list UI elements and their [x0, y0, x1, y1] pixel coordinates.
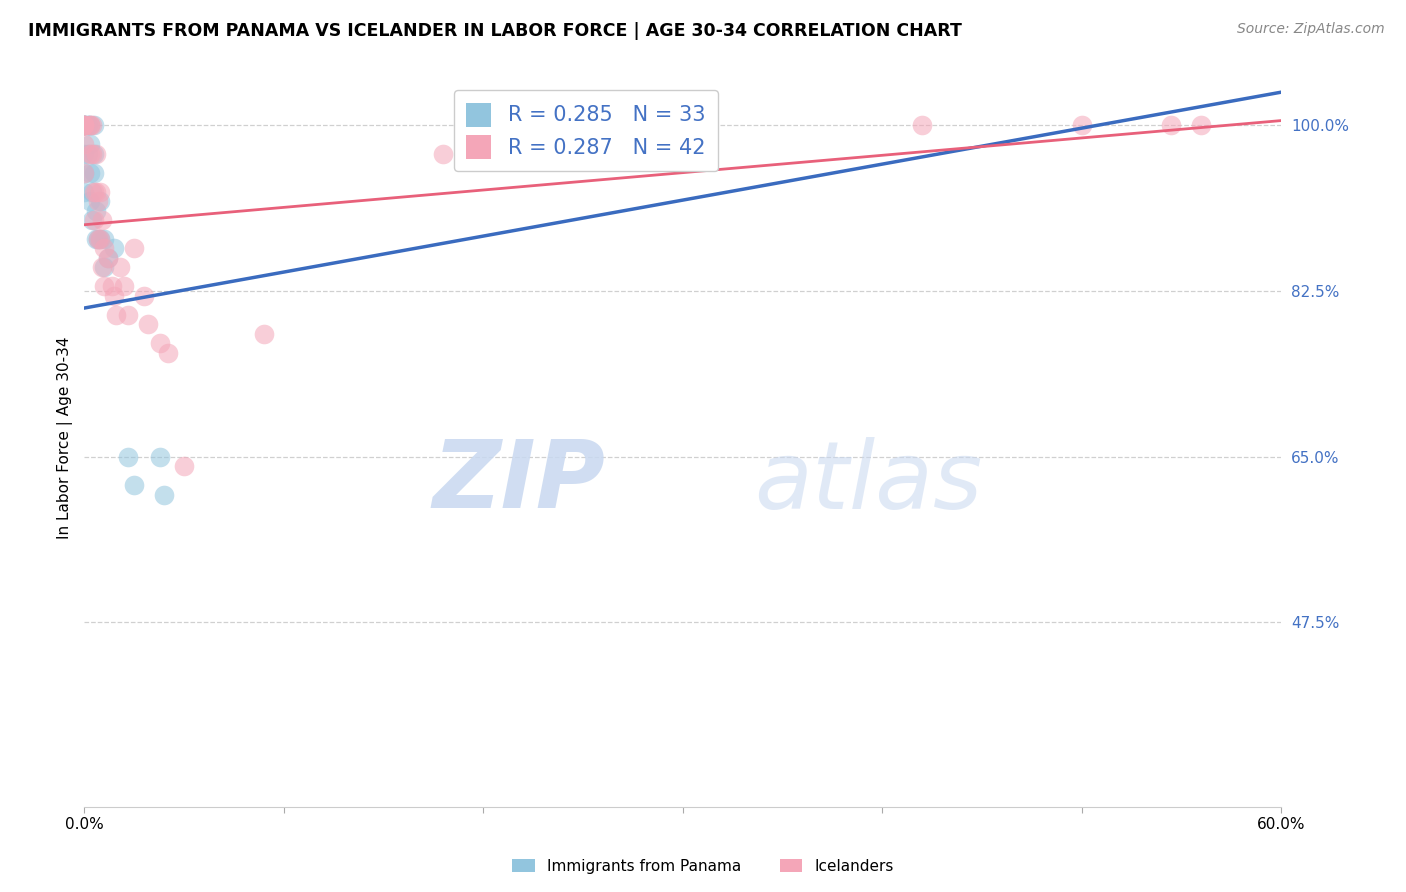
- Point: [84, 203, 107, 218]
- Point: [1160, 118, 1182, 132]
- Point: [84, 146, 107, 161]
- Point: [73, 118, 96, 132]
- Point: [97, 251, 120, 265]
- Point: [83, 166, 105, 180]
- Point: [73, 118, 96, 132]
- Point: [84, 232, 107, 246]
- Point: [79, 166, 101, 180]
- Text: Source: ZipAtlas.com: Source: ZipAtlas.com: [1237, 22, 1385, 37]
- Point: [82, 185, 104, 199]
- Point: [91, 213, 114, 227]
- Point: [83, 213, 105, 227]
- Point: [112, 279, 135, 293]
- Text: atlas: atlas: [755, 436, 983, 527]
- Point: [97, 251, 120, 265]
- Point: [117, 450, 139, 464]
- Point: [1189, 118, 1212, 132]
- Point: [1070, 118, 1092, 132]
- Point: [79, 146, 101, 161]
- Point: [82, 213, 104, 227]
- Point: [73, 146, 96, 161]
- Point: [87, 232, 110, 246]
- Point: [73, 166, 96, 180]
- Point: [101, 279, 124, 293]
- Point: [89, 232, 111, 246]
- Point: [89, 232, 111, 246]
- Point: [89, 185, 111, 199]
- Text: IMMIGRANTS FROM PANAMA VS ICELANDER IN LABOR FORCE | AGE 30-34 CORRELATION CHART: IMMIGRANTS FROM PANAMA VS ICELANDER IN L…: [28, 22, 962, 40]
- Point: [82, 146, 104, 161]
- Point: [93, 241, 115, 255]
- Point: [134, 289, 156, 303]
- Point: [122, 478, 145, 492]
- Point: [79, 118, 101, 132]
- Y-axis label: In Labor Force | Age 30-34: In Labor Force | Age 30-34: [58, 336, 73, 539]
- Point: [79, 137, 101, 152]
- Point: [73, 185, 96, 199]
- Point: [911, 118, 934, 132]
- Point: [82, 118, 104, 132]
- Point: [73, 118, 96, 132]
- Point: [77, 118, 100, 132]
- Point: [73, 166, 96, 180]
- Legend: Immigrants from Panama, Icelanders: Immigrants from Panama, Icelanders: [506, 853, 900, 880]
- Point: [153, 487, 176, 501]
- Point: [79, 118, 101, 132]
- Text: ZIP: ZIP: [432, 436, 605, 528]
- Point: [73, 118, 96, 132]
- Point: [103, 289, 125, 303]
- Point: [93, 232, 115, 246]
- Point: [149, 336, 172, 351]
- Point: [149, 450, 172, 464]
- Point: [73, 118, 96, 132]
- Point: [73, 118, 96, 132]
- Point: [73, 118, 96, 132]
- Point: [93, 260, 115, 275]
- Point: [89, 194, 111, 208]
- Point: [253, 326, 276, 341]
- Point: [83, 185, 105, 199]
- Point: [93, 279, 115, 293]
- Point: [136, 317, 159, 331]
- Point: [103, 241, 125, 255]
- Point: [173, 459, 195, 474]
- Point: [79, 194, 101, 208]
- Point: [105, 308, 128, 322]
- Legend: R = 0.285   N = 33, R = 0.287   N = 42: R = 0.285 N = 33, R = 0.287 N = 42: [454, 90, 718, 171]
- Point: [77, 146, 100, 161]
- Point: [108, 260, 131, 275]
- Point: [432, 146, 454, 161]
- Point: [79, 118, 101, 132]
- Point: [87, 194, 110, 208]
- Point: [77, 118, 100, 132]
- Point: [84, 185, 107, 199]
- Point: [91, 260, 114, 275]
- Point: [73, 118, 96, 132]
- Point: [157, 345, 180, 359]
- Point: [73, 118, 96, 132]
- Point: [122, 241, 145, 255]
- Point: [83, 118, 105, 132]
- Point: [73, 137, 96, 152]
- Point: [117, 308, 139, 322]
- Point: [87, 232, 110, 246]
- Point: [83, 146, 105, 161]
